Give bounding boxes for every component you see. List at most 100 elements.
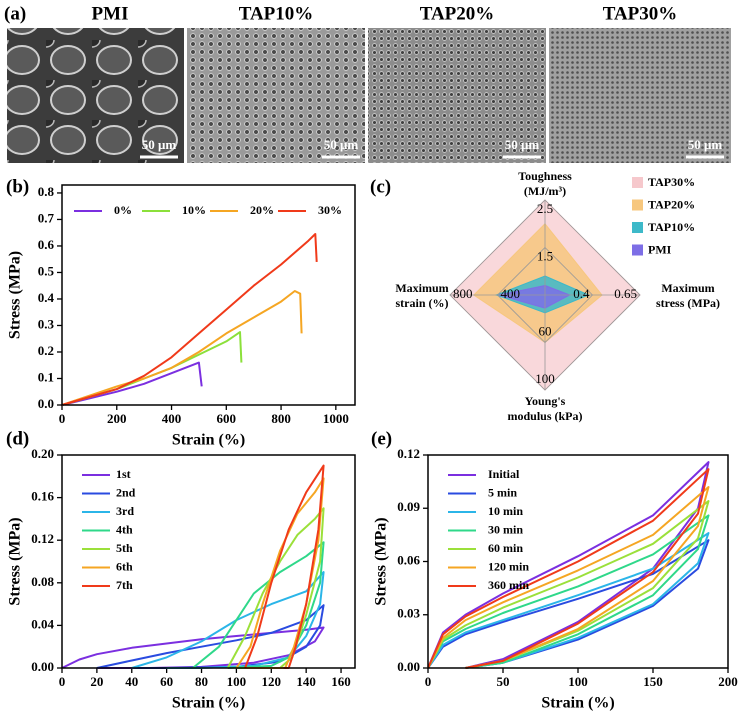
series-line (61, 361, 203, 406)
y-tick-label: 0.2 (38, 343, 54, 358)
x-tick-label: 200 (718, 674, 738, 689)
radar-axis-label: Toughness (518, 169, 572, 183)
series-line (427, 532, 710, 669)
scale-label: 50 μm (505, 137, 540, 152)
legend-label: 10% (182, 203, 206, 217)
radar-axis-label: strain (%) (396, 296, 449, 310)
y-axis-title: Stress (MPa) (373, 517, 390, 605)
x-tick-label: 120 (262, 674, 282, 689)
image-title: TAP30% (603, 3, 678, 24)
plot-frame (61, 454, 356, 669)
radar-axis-label: stress (MPa) (656, 296, 720, 310)
series-line (427, 500, 710, 669)
y-tick-label: 0.7 (38, 210, 55, 225)
legend-label: 7th (116, 578, 133, 592)
sem-image (7, 28, 184, 163)
x-axis-title: Strain (%) (172, 695, 245, 712)
x-tick-label: 100 (227, 674, 247, 689)
legend-swatch (632, 222, 643, 233)
series-line (427, 461, 710, 669)
x-tick-label: 160 (331, 674, 351, 689)
sem-image (368, 28, 546, 163)
radar-tick-label: 60 (539, 323, 552, 338)
legend-swatch (632, 177, 643, 188)
legend-label: 10 min (488, 504, 523, 518)
y-tick-label: 0.03 (397, 606, 420, 621)
x-tick-label: 400 (162, 411, 182, 426)
series-line (427, 486, 710, 669)
legend-label: 20% (250, 203, 274, 217)
y-tick-label: 0.06 (397, 552, 420, 567)
legend-label: 120 min (488, 559, 529, 573)
radar-tick-label: 400 (501, 286, 521, 301)
y-tick-label: 0.3 (38, 316, 55, 331)
legend-label: TAP10% (648, 220, 695, 234)
x-tick-label: 100 (568, 674, 588, 689)
y-tick-label: 0.09 (397, 499, 420, 514)
y-tick-label: 0.0 (38, 396, 54, 411)
x-tick-label: 200 (107, 411, 127, 426)
legend-label: TAP30% (648, 175, 695, 189)
x-tick-label: 150 (643, 674, 663, 689)
legend-label: 30 min (488, 522, 523, 536)
panel-label: (e) (371, 428, 392, 449)
y-tick-label: 0.00 (31, 659, 54, 674)
radar-axis-label: (MJ/m³) (524, 184, 566, 198)
plot-frame (427, 454, 729, 669)
y-tick-label: 0.00 (397, 659, 420, 674)
y-tick-label: 0.08 (31, 574, 54, 589)
legend-label: 360 min (488, 578, 529, 592)
radar-axis-label: Young's (525, 394, 566, 408)
legend-label: TAP20% (648, 197, 695, 211)
x-axis-title: Strain (%) (541, 695, 614, 712)
legend-label: 0% (114, 203, 132, 217)
x-tick-label: 1000 (323, 411, 349, 426)
x-tick-label: 0 (59, 411, 66, 426)
x-tick-label: 20 (90, 674, 103, 689)
sem-image (549, 28, 731, 163)
legend-label: 60 min (488, 541, 523, 555)
scale-label: 50 μm (142, 137, 177, 152)
radar-tick-label: 2.5 (537, 201, 553, 216)
x-tick-label: 50 (497, 674, 510, 689)
series-line (427, 468, 710, 669)
legend-label: 4th (116, 522, 133, 536)
x-tick-label: 140 (296, 674, 316, 689)
x-tick-label: 40 (125, 674, 138, 689)
radar-tick-label: 1.5 (537, 248, 553, 263)
legend-swatch (632, 199, 643, 211)
series-line (61, 626, 325, 669)
series-line (61, 233, 318, 406)
legend-swatch (632, 244, 643, 256)
radar-tick-label: 800 (453, 286, 473, 301)
x-tick-label: 0 (59, 674, 66, 689)
image-title: TAP20% (420, 3, 495, 24)
y-tick-label: 0.12 (31, 531, 54, 546)
image-title: TAP10% (239, 3, 314, 24)
y-tick-label: 0.04 (31, 616, 54, 631)
legend-label: 3rd (116, 504, 134, 518)
panel-label: (c) (370, 176, 391, 197)
y-tick-label: 0.8 (38, 184, 55, 199)
y-tick-label: 0.6 (38, 237, 55, 252)
x-tick-label: 80 (195, 674, 208, 689)
radar-axis-label: Maximum (395, 281, 448, 295)
legend-label: Initial (488, 467, 520, 481)
legend-label: 5 min (488, 485, 517, 499)
x-axis-title: Strain (%) (172, 432, 245, 449)
y-tick-label: 0.16 (31, 489, 54, 504)
series-line (61, 290, 303, 406)
panel-label: (a) (4, 3, 26, 24)
x-tick-label: 600 (217, 411, 237, 426)
x-tick-label: 0 (425, 674, 432, 689)
y-tick-label: 0.20 (31, 446, 54, 461)
radar-tick-label: 100 (535, 371, 555, 386)
scale-label: 50 μm (688, 137, 723, 152)
y-tick-label: 0.5 (38, 263, 55, 278)
radar-tick-label: 0.4 (573, 286, 590, 301)
sem-image (187, 28, 365, 163)
scale-label: 50 μm (324, 137, 359, 152)
series-line (61, 331, 243, 406)
radar-tick-label: 0.65 (614, 286, 637, 301)
